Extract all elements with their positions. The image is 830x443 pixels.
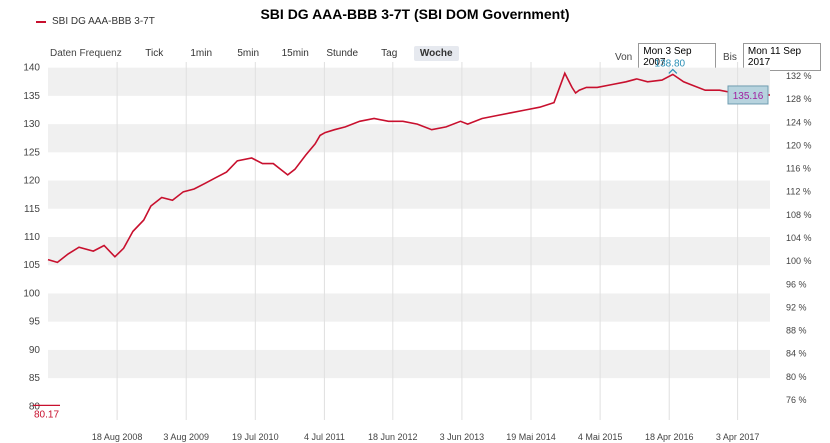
grid-band [48,349,770,379]
legend[interactable]: SBI DG AAA-BBB 3-7T [36,16,155,27]
frequency-label: Daten Frequenz [50,48,122,59]
frequency-toolbar: Daten Frequenz Tick 1min 5min 15min Stun… [50,46,461,61]
freq-button-woche[interactable]: Woche [413,46,459,61]
grid-band [48,180,770,209]
freq-button-tag[interactable]: Tag [381,48,398,59]
y-tick-label-right: 80 % [786,372,807,382]
y-tick-label-left: 85 [29,373,41,384]
x-tick-label: 19 Jul 2010 [232,432,279,442]
y-tick-label-left: 140 [23,63,40,74]
y-tick-label-right: 116 % [786,164,811,174]
y-tick-label-right: 100 % [786,256,812,266]
grid-band [48,293,770,322]
grid-band [48,67,770,96]
last-value-box [727,85,769,105]
x-tick-label: 3 Aug 2009 [163,432,209,442]
freq-button-5min[interactable]: 5min [237,48,260,59]
x-tick-label: 19 Mai 2014 [506,432,556,442]
x-tick-label: 18 Aug 2008 [92,432,143,442]
from-date-input[interactable]: Mon 3 Sep 2007 [638,43,717,71]
y-tick-label-right: 124 % [786,117,812,127]
range-from: Von Mon 3 Sep 2007 [615,43,717,71]
from-label: Von [615,51,633,63]
x-tick-label: 4 Jul 2011 [304,432,345,442]
to-date-input[interactable]: Mon 11 Sep 2017 [742,43,821,71]
range-to: Bis Mon 11 Sep 2017 [723,43,821,71]
freq-button-stunde[interactable]: Stunde [326,48,359,59]
x-tick-label: 3 Apr 2017 [716,432,760,442]
y-tick-label-right: 88 % [786,326,807,336]
grid-band [48,124,770,153]
y-tick-label-left: 110 [24,232,40,243]
freq-button-1min[interactable]: 1min [190,48,213,59]
y-tick-label-right: 76 % [786,395,807,405]
y-tick-label-right: 108 % [786,210,812,220]
series-line [47,71,771,264]
y-tick-label-right: 132 % [786,71,812,81]
y-tick-label-left: 135 [23,91,40,102]
y-tick-label-left: 120 [23,176,40,187]
freq-button-15min[interactable]: 15min [281,48,309,59]
chart-title: SBI DG AAA-BBB 3-7T (SBI DOM Government) [260,6,570,22]
y-tick-label-right: 120 % [786,140,812,150]
y-tick-label-left: 80 [29,401,41,412]
legend-label: SBI DG AAA-BBB 3-7T [52,16,155,27]
y-tick-label-right: 104 % [786,233,812,243]
grid-band [48,237,770,266]
y-tick-label-left: 95 [29,317,41,328]
y-tick-label-right: 112 % [786,187,811,197]
y-tick-label-right: 92 % [786,302,807,312]
freq-button-tick[interactable]: Tick [145,48,164,59]
max-value-label: 138.80 [655,58,686,69]
y-tick-label-right: 128 % [786,94,812,104]
x-tick-label: 18 Apr 2016 [645,432,694,442]
x-tick-label: 18 Jun 2012 [368,432,418,442]
min-value-label: 80.17 [34,409,59,420]
y-tick-label-left: 100 [23,288,40,299]
y-tick-label-right: 96 % [786,279,807,289]
y-tick-label-left: 125 [23,147,40,158]
y-tick-label-left: 105 [23,260,40,271]
legend-swatch [36,20,46,23]
y-tick-label-right: 84 % [786,349,807,359]
y-tick-label-left: 90 [29,345,41,356]
y-tick-label-left: 130 [23,119,40,130]
to-label: Bis [723,51,737,63]
x-tick-label: 4 Mai 2015 [578,432,623,442]
x-tick-label: 3 Jun 2013 [440,432,485,442]
max-marker [668,68,678,74]
y-tick-label-left: 115 [24,204,40,215]
last-value-label: 135.16 [733,91,764,102]
